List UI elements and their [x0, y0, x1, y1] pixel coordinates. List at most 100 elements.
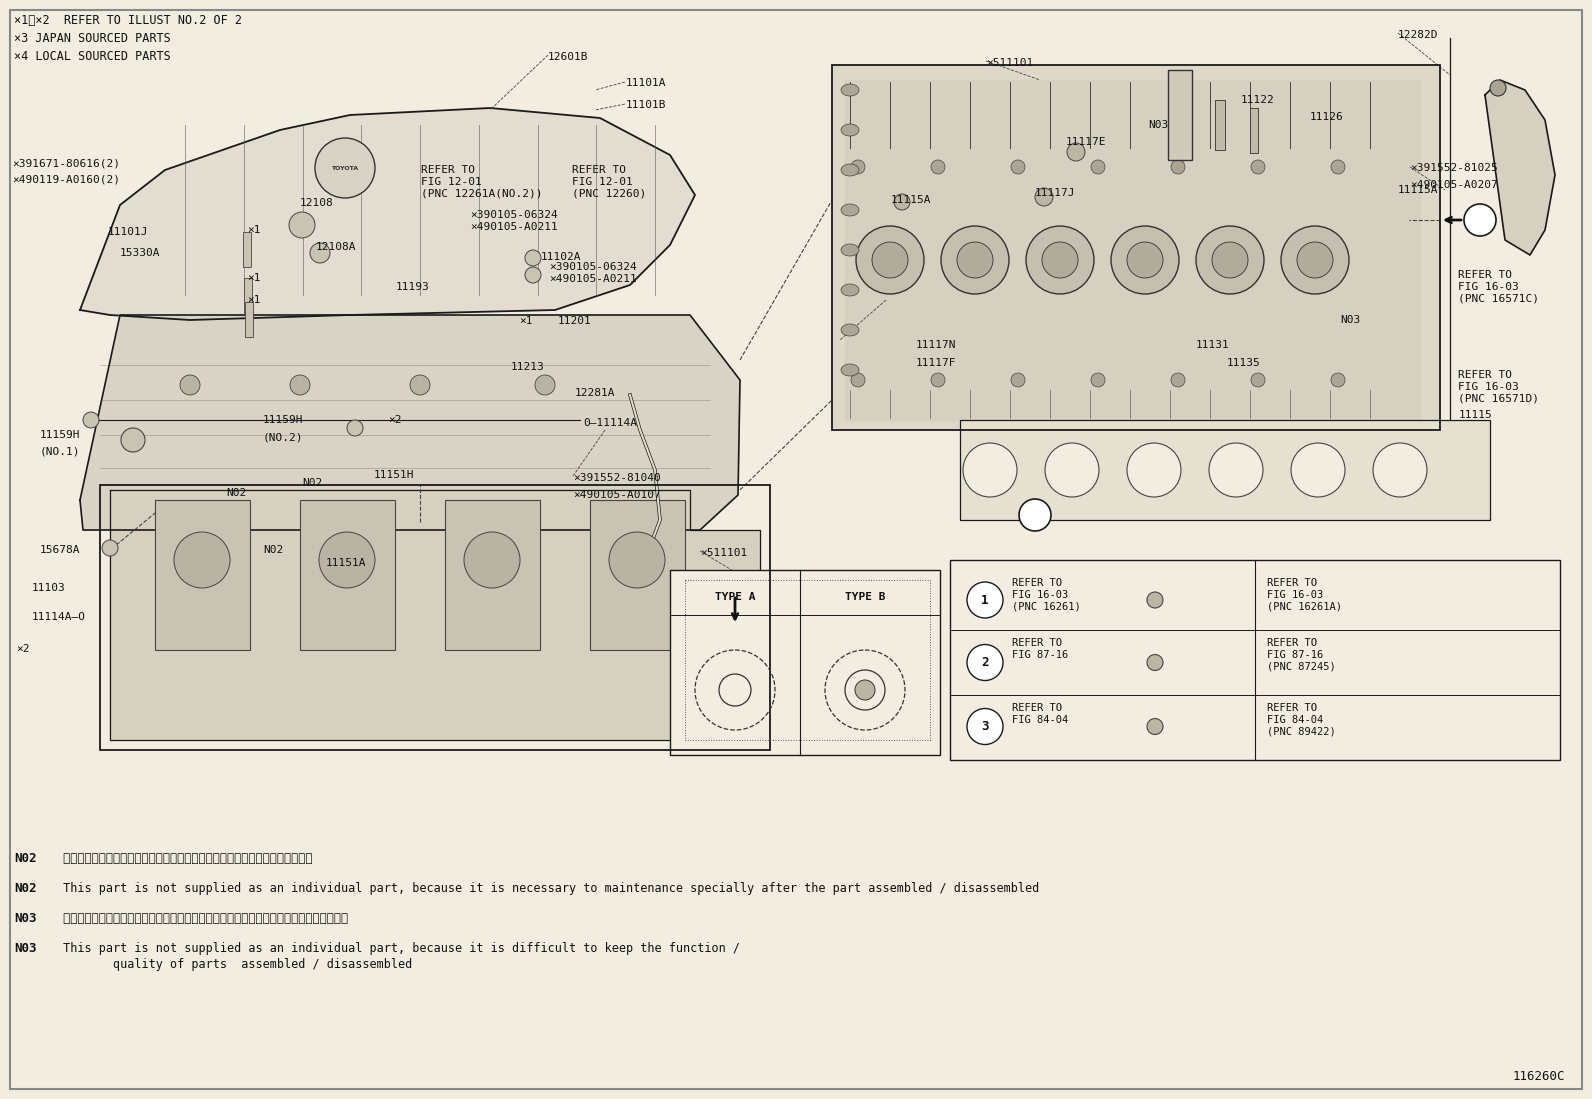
Circle shape — [315, 138, 376, 198]
Text: 11101B: 11101B — [626, 100, 667, 110]
Text: ×490105-A0107: ×490105-A0107 — [573, 490, 661, 500]
Circle shape — [1297, 242, 1333, 278]
Circle shape — [102, 540, 118, 556]
Bar — [244, 232, 252, 267]
Text: ×390105-06324
×490105-A0211: ×390105-06324 ×490105-A0211 — [549, 262, 637, 284]
Text: A: A — [1032, 509, 1038, 522]
Circle shape — [525, 249, 541, 266]
Ellipse shape — [841, 204, 860, 217]
Circle shape — [856, 226, 923, 295]
Text: 11117J: 11117J — [1035, 188, 1076, 198]
Text: 11115A: 11115A — [1398, 185, 1439, 195]
Text: ×2: ×2 — [388, 415, 401, 425]
Text: 11117N: 11117N — [915, 340, 957, 349]
Circle shape — [1035, 188, 1052, 206]
Text: 11101J: 11101J — [108, 227, 148, 237]
Bar — [446, 500, 540, 650]
Text: ×1: ×1 — [247, 295, 261, 306]
Text: ×391552-81025: ×391552-81025 — [1411, 163, 1498, 173]
Text: ×391552-81040: ×391552-81040 — [573, 473, 661, 482]
Text: 11114A—O: 11114A—O — [32, 612, 86, 622]
Text: N03: N03 — [1148, 120, 1169, 130]
Text: TYPE A: TYPE A — [715, 592, 755, 602]
Text: N02: N02 — [302, 478, 322, 488]
Circle shape — [966, 709, 1003, 744]
Text: This part is not supplied as an individual part, because it is difficult to keep: This part is not supplied as an individu… — [56, 942, 740, 955]
Circle shape — [1372, 443, 1426, 497]
Circle shape — [1490, 80, 1506, 96]
Text: REFER TO
FIG 16-03
(PNC 16261A): REFER TO FIG 16-03 (PNC 16261A) — [1267, 578, 1342, 611]
Circle shape — [1331, 160, 1345, 174]
Bar — [1250, 108, 1258, 153]
Text: REFER TO
FIG 87-16
(PNC 87245): REFER TO FIG 87-16 (PNC 87245) — [1267, 639, 1336, 671]
Circle shape — [1251, 160, 1266, 174]
Text: TYPE B: TYPE B — [845, 592, 885, 602]
Text: 11159H: 11159H — [263, 415, 304, 425]
Text: 12282D: 12282D — [1398, 30, 1439, 40]
Text: ×511101: ×511101 — [985, 58, 1033, 68]
Circle shape — [1011, 160, 1025, 174]
Circle shape — [1127, 443, 1181, 497]
Circle shape — [1291, 443, 1345, 497]
Circle shape — [1111, 226, 1180, 295]
Text: ×1: ×1 — [247, 225, 261, 235]
Text: N03: N03 — [14, 912, 37, 925]
Circle shape — [318, 532, 376, 588]
Circle shape — [1091, 160, 1105, 174]
Circle shape — [463, 532, 521, 588]
Circle shape — [895, 195, 911, 210]
Text: 116260C: 116260C — [1512, 1070, 1565, 1083]
Text: 11213: 11213 — [511, 362, 544, 371]
Circle shape — [1043, 242, 1078, 278]
Circle shape — [121, 428, 145, 452]
Ellipse shape — [841, 364, 860, 376]
Ellipse shape — [841, 84, 860, 96]
Circle shape — [1044, 443, 1098, 497]
Circle shape — [855, 680, 876, 700]
Circle shape — [852, 160, 864, 174]
Bar — [670, 570, 939, 755]
Circle shape — [535, 375, 556, 395]
Bar — [1169, 70, 1192, 160]
Circle shape — [1282, 226, 1348, 295]
Text: ×490105-A0207: ×490105-A0207 — [1411, 180, 1498, 190]
Text: ×1～×2  REFER TO ILLUST NO.2 OF 2: ×1～×2 REFER TO ILLUST NO.2 OF 2 — [14, 14, 242, 27]
Text: この部品は、組付け後の特殊な加工が必要なため、単品では補給していません: この部品は、組付け後の特殊な加工が必要なため、単品では補給していません — [56, 852, 312, 865]
Circle shape — [1011, 373, 1025, 387]
Text: N02: N02 — [263, 545, 283, 555]
Circle shape — [83, 412, 99, 428]
Text: 11101A: 11101A — [626, 78, 667, 88]
Bar — [1215, 100, 1224, 149]
Text: N03: N03 — [14, 942, 37, 955]
Circle shape — [1146, 592, 1164, 608]
Text: REFER TO
FIG 84-04
(PNC 89422): REFER TO FIG 84-04 (PNC 89422) — [1267, 703, 1336, 736]
Polygon shape — [845, 80, 1420, 420]
Text: ×3 JAPAN SOURCED PARTS: ×3 JAPAN SOURCED PARTS — [14, 32, 170, 45]
Text: 0—11114A: 0—11114A — [583, 418, 637, 428]
Circle shape — [290, 212, 315, 238]
Circle shape — [966, 644, 1003, 680]
Text: A: A — [1476, 213, 1484, 226]
Text: TOYOTA: TOYOTA — [331, 166, 358, 170]
Text: 11103: 11103 — [32, 582, 65, 593]
Circle shape — [1212, 242, 1248, 278]
Circle shape — [1172, 160, 1184, 174]
Text: N02: N02 — [226, 488, 247, 498]
Circle shape — [1251, 373, 1266, 387]
Text: 15678A: 15678A — [40, 545, 81, 555]
Circle shape — [310, 243, 330, 263]
Text: 1: 1 — [981, 593, 989, 607]
Circle shape — [1331, 373, 1345, 387]
Circle shape — [610, 532, 665, 588]
Text: (NO.1): (NO.1) — [40, 447, 81, 457]
Text: ×1: ×1 — [247, 273, 261, 284]
Circle shape — [872, 242, 907, 278]
Ellipse shape — [841, 244, 860, 256]
Bar — [154, 500, 250, 650]
Text: N02: N02 — [14, 852, 37, 865]
Text: 2: 2 — [981, 656, 989, 669]
Bar — [685, 580, 930, 740]
Circle shape — [1208, 443, 1262, 497]
Text: 12108: 12108 — [299, 198, 334, 208]
Text: This part is not supplied as an individual part, because it is necessary to main: This part is not supplied as an individu… — [56, 882, 1040, 895]
